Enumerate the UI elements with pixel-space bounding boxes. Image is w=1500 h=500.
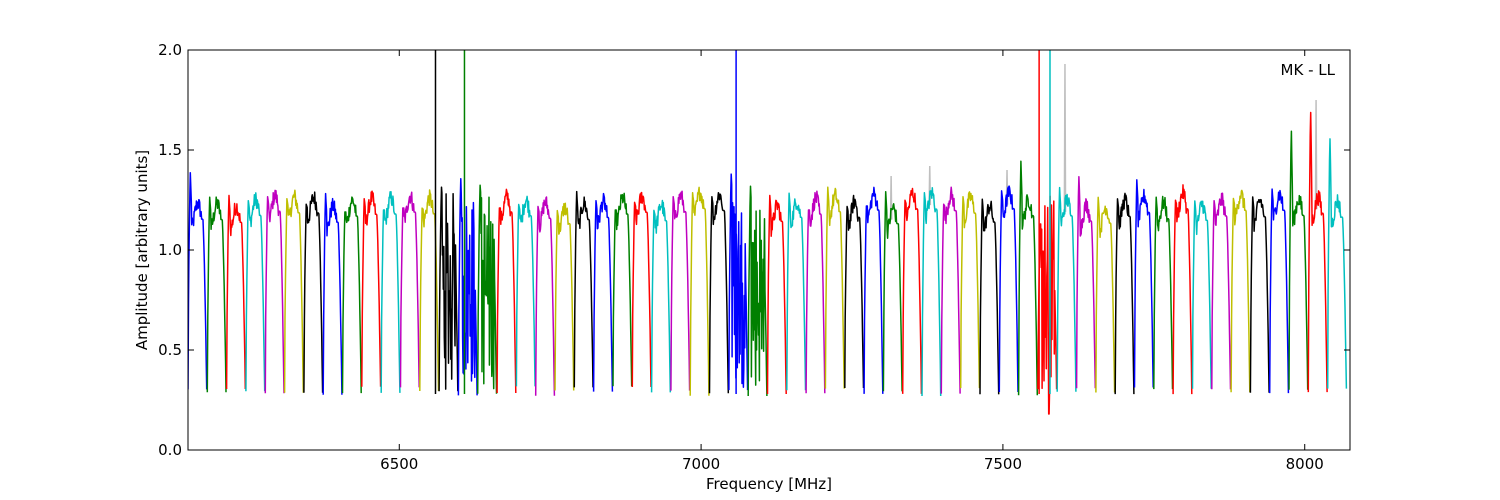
channel-line-0 <box>188 172 208 390</box>
channel-line-37 <box>901 187 923 394</box>
channel-line-26 <box>689 186 710 396</box>
channel-line-25 <box>670 190 691 391</box>
channel-line-46 <box>1075 175 1097 389</box>
raw-spike-36 <box>889 175 893 220</box>
channel-line-22 <box>612 192 633 387</box>
y-axis-label: Amplitude [arbitrary units] <box>133 150 151 350</box>
channel-line-59 <box>1326 138 1348 389</box>
x-tick-label: 6500 <box>380 455 418 473</box>
channel-line-41 <box>979 198 1000 395</box>
x-axis: 6500 7000 7500 8000 <box>380 50 1324 473</box>
channel-line-29 <box>747 185 768 397</box>
channel-line-6 <box>303 191 324 393</box>
x-tick-label: 8000 <box>1286 455 1324 473</box>
channel-line-39 <box>940 186 961 394</box>
channel-line-53 <box>1211 192 1232 390</box>
channel-line-1 <box>206 196 227 393</box>
channel-line-57 <box>1288 130 1309 390</box>
channel-line-17 <box>515 195 536 387</box>
channel-line-19 <box>554 202 575 391</box>
y-tick-label: 0.5 <box>158 341 182 359</box>
channel-line-28 <box>728 173 749 391</box>
channel-line-23 <box>631 191 652 388</box>
channel-line-35 <box>863 186 884 394</box>
channel-line-49 <box>1133 179 1154 388</box>
channel-line-15 <box>476 184 498 394</box>
channel-line-51 <box>1172 184 1193 395</box>
channel-line-47 <box>1095 196 1116 393</box>
baseline-annotation: MK - LL <box>1281 61 1336 79</box>
channel-line-4 <box>264 189 285 394</box>
y-axis: 0.0 0.5 1.0 1.5 2.0 <box>158 41 1350 459</box>
channel-line-11 <box>399 191 420 388</box>
channel-line-5 <box>283 189 305 393</box>
channel-line-56 <box>1268 188 1290 394</box>
y-tick-label: 1.0 <box>158 241 182 259</box>
raw-spike-45 <box>1063 63 1067 212</box>
channel-line-14 <box>457 177 478 396</box>
x-tick-label: 7500 <box>984 455 1022 473</box>
channel-line-32 <box>805 190 826 394</box>
x-axis-label: Frequency [MHz] <box>706 475 832 493</box>
raw-spike-58 <box>1314 99 1318 210</box>
channel-line-50 <box>1153 195 1174 390</box>
channel-line-45 <box>1056 186 1077 392</box>
channel-line-9 <box>361 190 382 387</box>
channel-line-58 <box>1307 111 1328 393</box>
channel-line-21 <box>592 192 614 392</box>
channel-series-layer <box>188 50 1348 415</box>
channel-line-10 <box>380 191 401 393</box>
channel-line-20 <box>573 190 594 388</box>
channel-line-7 <box>322 192 343 395</box>
y-tick-label: 1.5 <box>158 141 182 159</box>
x-tick-label: 7000 <box>682 455 720 473</box>
channel-line-33 <box>824 186 845 389</box>
channel-line-38 <box>921 186 942 397</box>
channel-line-43 <box>1017 160 1039 396</box>
channel-line-13 <box>438 186 459 392</box>
channel-line-3 <box>245 192 266 392</box>
channel-line-30 <box>766 194 787 395</box>
channel-line-52 <box>1191 200 1212 389</box>
y-tick-label: 2.0 <box>158 41 182 59</box>
channel-line-8 <box>341 196 362 394</box>
channel-line-31 <box>786 192 807 391</box>
channel-line-27 <box>708 191 730 394</box>
channel-line-36 <box>882 191 903 392</box>
channel-line-44 <box>1037 195 1058 415</box>
channel-line-42 <box>998 185 1019 393</box>
y-tick-label: 0.0 <box>158 441 182 459</box>
channel-line-18 <box>534 196 556 396</box>
channel-line-54 <box>1230 189 1251 393</box>
channel-line-2 <box>225 194 247 390</box>
channel-line-48 <box>1114 192 1135 395</box>
channel-line-34 <box>844 194 865 389</box>
channel-line-16 <box>496 188 517 394</box>
channel-line-40 <box>959 191 981 389</box>
channel-line-55 <box>1249 196 1270 393</box>
raw-spectrum-layer <box>889 63 1318 220</box>
channel-line-24 <box>650 199 672 393</box>
